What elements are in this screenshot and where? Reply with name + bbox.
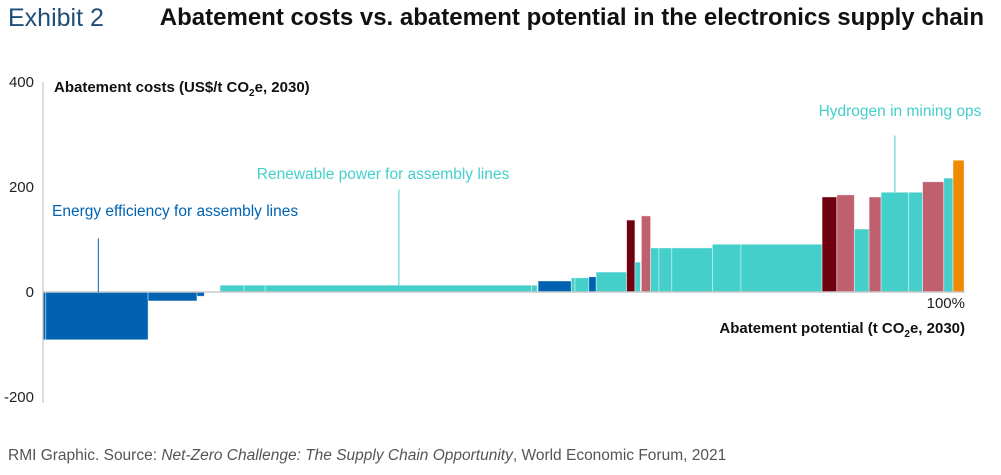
- bar-19: [671, 247, 713, 293]
- bar-15: [634, 261, 641, 293]
- bar-29: [943, 177, 954, 293]
- bar-5: [219, 284, 245, 293]
- annotations-layer: Energy efficiency for assembly lines Rene…: [52, 103, 982, 292]
- bar-11: [574, 277, 590, 293]
- bar-23: [836, 194, 855, 293]
- bar-30: [952, 159, 965, 293]
- chart-title: Abatement costs vs. abatement potential …: [159, 4, 984, 31]
- annotation-label-1: Energy efficiency for assembly lines: [52, 203, 298, 220]
- bar-7: [264, 284, 533, 293]
- bar-12: [588, 276, 597, 293]
- bar-8: [531, 284, 538, 293]
- exhibit-label: Exhibit 2: [8, 4, 104, 32]
- y-tick-label: 400: [9, 74, 34, 91]
- bar-21: [740, 243, 823, 293]
- footer-prefix: RMI Graphic. Source:: [8, 447, 162, 464]
- bar-16: [640, 215, 651, 293]
- axis-layer: 400 200 0 -200 Abatement costs (US$/t CO2e, …: [4, 74, 965, 406]
- source-footer: RMI Graphic. Source: Net-Zero Challenge:…: [8, 447, 726, 465]
- y-tick-label: 200: [9, 179, 34, 196]
- bar-25: [868, 196, 882, 293]
- bar-2: [45, 291, 149, 341]
- bar-18: [658, 247, 673, 293]
- x-axis-label: Abatement potential (t CO2e, 2030): [719, 320, 965, 340]
- bars-layer: [42, 159, 965, 341]
- bar-13: [595, 271, 628, 293]
- footer-suffix: , World Economic Forum, 2021: [512, 447, 727, 464]
- bar-14: [626, 219, 636, 293]
- y-axis-label: Abatement costs (US$/t CO2e, 2030): [54, 79, 310, 99]
- bar-26: [880, 191, 910, 293]
- bar-28: [922, 181, 945, 293]
- y-tick-label: -200: [4, 389, 34, 406]
- bar-10: [570, 277, 576, 293]
- bar-17: [650, 247, 660, 293]
- bar-20: [711, 243, 742, 293]
- annotation-label-2: Renewable power for assembly lines: [257, 166, 510, 183]
- bar-3: [147, 291, 198, 302]
- y-tick-label: 0: [26, 284, 34, 301]
- bar-6: [243, 284, 266, 293]
- x-end-tick-label: 100%: [927, 295, 965, 312]
- footer-source-title: Net-Zero Challenge: The Supply Chain Opp…: [161, 447, 513, 464]
- bar-9: [537, 280, 572, 293]
- bar-22: [821, 196, 838, 293]
- annotation-label-3: Hydrogen in mining ops: [819, 103, 982, 120]
- bar-24: [853, 228, 870, 293]
- chart: 400 200 0 -200 Abatement costs (US$/t CO2e, …: [4, 74, 982, 406]
- bar-27: [908, 191, 923, 293]
